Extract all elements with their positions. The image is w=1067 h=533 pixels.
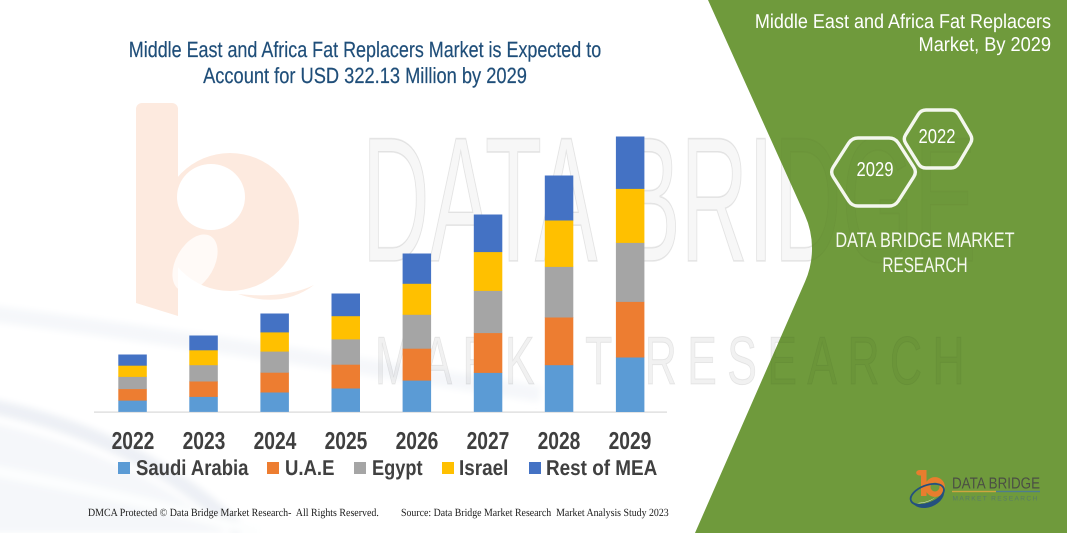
- svg-text:DATA BRIDGE: DATA BRIDGE: [952, 476, 1040, 493]
- svg-text:MARKET RESEARCH: MARKET RESEARCH: [953, 496, 1039, 503]
